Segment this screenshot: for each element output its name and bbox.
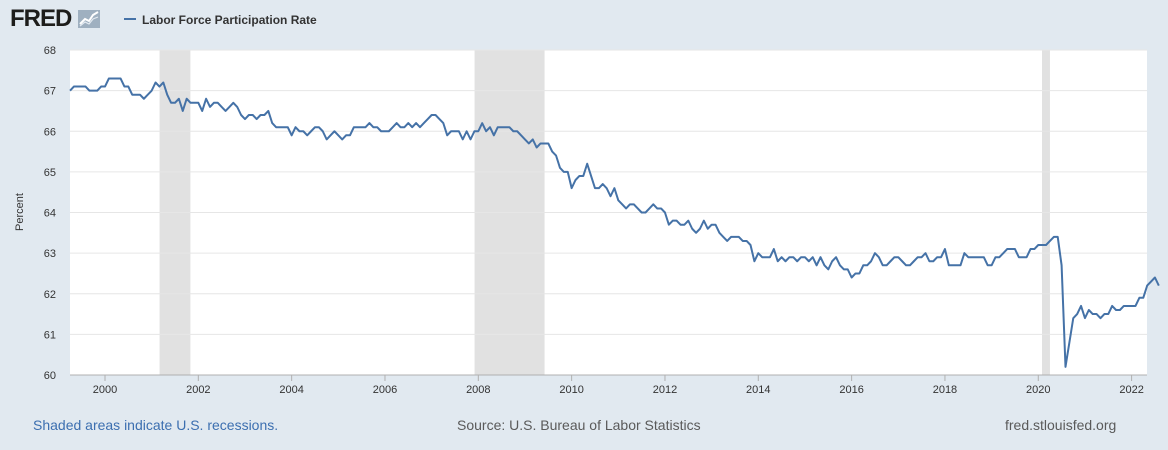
y-tick-label: 60	[44, 370, 56, 382]
y-tick-label: 63	[44, 248, 56, 260]
fred-chart-icon	[77, 10, 100, 28]
source-note: Source: U.S. Bureau of Labor Statistics	[457, 417, 701, 433]
x-axis: 2000 2002 2004 2006 2008 2010 2012 2014 2016 2018…	[70, 374, 1147, 396]
x-tick-label: 2012	[653, 384, 677, 396]
legend-swatch	[124, 17, 136, 20]
x-tick-label: 2014	[746, 384, 770, 396]
fred-logo-text: FRED	[10, 5, 72, 32]
y-tick-label: 65	[44, 167, 56, 179]
x-tick-label: 2000	[93, 384, 117, 396]
fred-logo[interactable]: FRED	[10, 6, 100, 32]
y-axis-title: Percent	[14, 193, 26, 231]
y-axis: 60 61 62 63 64 65 66 67 68	[44, 45, 56, 382]
x-tick-label: 2006	[373, 384, 397, 396]
y-tick-label: 67	[44, 86, 56, 98]
x-tick-label: 2002	[186, 384, 210, 396]
site-link[interactable]: fred.stlouisfed.org	[1005, 417, 1117, 433]
y-tick-label: 61	[44, 329, 56, 341]
series-layer	[69, 77, 1160, 368]
x-tick-label: 2004	[279, 384, 303, 396]
y-tick-label: 62	[44, 289, 56, 301]
chart-legend: Labor Force Participation Rate	[124, 11, 317, 27]
y-tick-label: 64	[44, 208, 56, 220]
recession-note-link[interactable]: Shaded areas indicate U.S. recessions.	[33, 417, 279, 433]
x-tick-label: 2020	[1026, 384, 1050, 396]
legend-label: Labor Force Participation Rate	[142, 12, 317, 27]
x-tick-label: 2022	[1119, 384, 1143, 396]
x-tick-label: 2016	[839, 384, 863, 396]
x-tick-label: 2008	[466, 384, 490, 396]
y-tick-label: 68	[44, 45, 56, 57]
x-tick-label: 2010	[559, 384, 583, 396]
chart-header: FRED Labor Force Participation Rate	[0, 0, 1168, 40]
x-tick-label: 2018	[933, 384, 957, 396]
series-line[interactable]	[69, 77, 1160, 368]
y-tick-label: 66	[44, 126, 56, 138]
